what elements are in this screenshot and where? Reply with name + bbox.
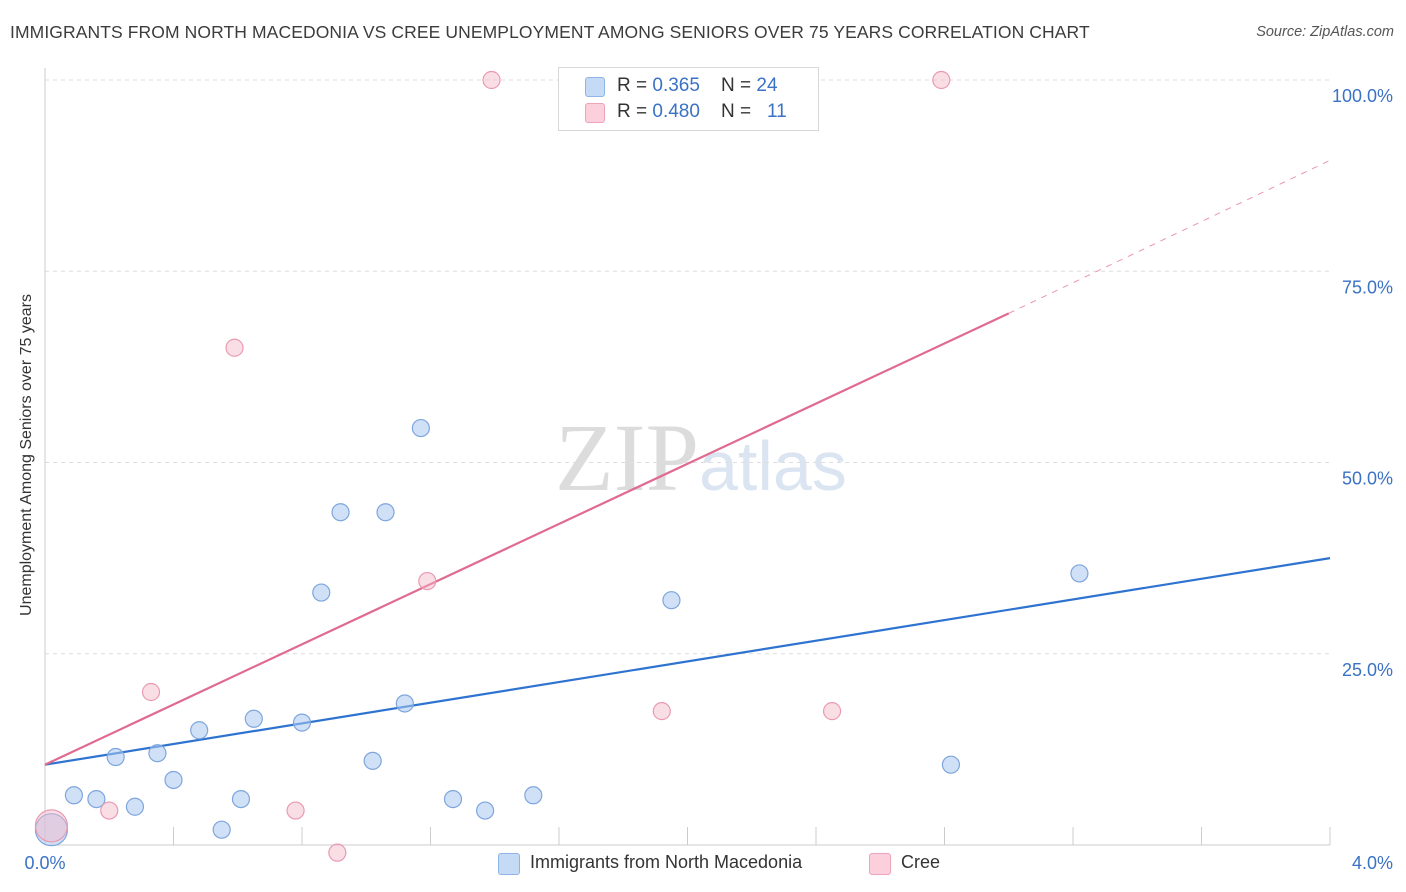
y-axis-label: Unemployment Among Seniors over 75 years [18, 294, 35, 616]
data-point-north-macedonia [64, 786, 84, 805]
data-point-north-macedonia [1070, 564, 1089, 583]
data-point-north-macedonia [376, 503, 395, 522]
data-point-cree [932, 70, 951, 90]
data-point-north-macedonia [292, 713, 312, 732]
trend-line-extension-1 [1008, 159, 1331, 314]
data-point-cree [652, 702, 671, 721]
source-credit: Source: ZipAtlas.com [1256, 24, 1394, 40]
watermark-atlas: atlas [699, 427, 847, 505]
data-point-cree [286, 801, 305, 820]
data-point-north-macedonia [244, 709, 263, 728]
grid [45, 79, 1330, 655]
data-point-cree [418, 571, 437, 591]
y-tick-label: 25.0% [1342, 660, 1393, 680]
tick-labels: 25.0% 50.0% 75.0% 100.0% 0.0% 4.0% [24, 86, 1393, 873]
x-tick-label: 4.0% [1352, 853, 1393, 873]
y-tick-label: 50.0% [1342, 469, 1393, 489]
chart-title: IMMIGRANTS FROM NORTH MACEDONIA VS CREE … [10, 22, 1090, 42]
data-point-north-macedonia [476, 801, 495, 820]
data-point-north-macedonia [941, 755, 961, 774]
trend-line-0 [44, 557, 1331, 766]
data-point-north-macedonia [190, 721, 209, 740]
data-point-north-macedonia [231, 789, 251, 809]
data-point-north-macedonia [164, 770, 183, 790]
bottom-legend-swatch-north-macedonia [498, 853, 520, 875]
legend-swatch-cree [585, 103, 605, 123]
y-tick-label: 75.0% [1342, 277, 1393, 297]
data-point-north-macedonia [662, 591, 681, 610]
data-point-north-macedonia [331, 503, 350, 522]
data-point-north-macedonia [212, 820, 231, 839]
y-tick-label: 100.0% [1332, 86, 1393, 106]
data-point-north-macedonia [87, 789, 106, 809]
data-point-north-macedonia [312, 583, 331, 602]
legend-stats-cree: R = 0.480 N = 11 [617, 101, 787, 122]
legend-stats-north-macedonia: R = 0.365 N = 24 [617, 75, 778, 96]
data-point-cree [225, 338, 244, 357]
data-point-north-macedonia [411, 418, 430, 438]
legend-swatch-north-macedonia [585, 77, 605, 97]
data-point-north-macedonia [125, 797, 145, 816]
data-point-north-macedonia [363, 751, 382, 770]
data-point-cree [34, 809, 69, 843]
trend-line-1 [44, 312, 1010, 766]
x-tick-label: 0.0% [24, 853, 65, 873]
data-point-north-macedonia [148, 744, 167, 763]
bottom-legend-label-cree: Cree [901, 852, 941, 872]
data-points [34, 70, 1089, 862]
data-point-cree [482, 70, 501, 90]
data-point-cree [100, 801, 119, 820]
data-point-north-macedonia [524, 786, 543, 805]
data-point-north-macedonia [443, 789, 463, 809]
bottom-legend-label-north-macedonia: Immigrants from North Macedonia [530, 852, 803, 872]
trend-lines [44, 159, 1331, 766]
data-point-cree [141, 682, 161, 702]
bottom-legend-swatch-cree [869, 853, 891, 875]
data-point-cree [822, 702, 842, 721]
data-point-north-macedonia [106, 747, 125, 767]
data-point-cree [328, 843, 347, 862]
data-point-north-macedonia [395, 694, 414, 713]
axes [44, 68, 1331, 846]
correlation-legend: R = 0.365 N = 24 R = 0.480 N = 11 [558, 67, 819, 131]
